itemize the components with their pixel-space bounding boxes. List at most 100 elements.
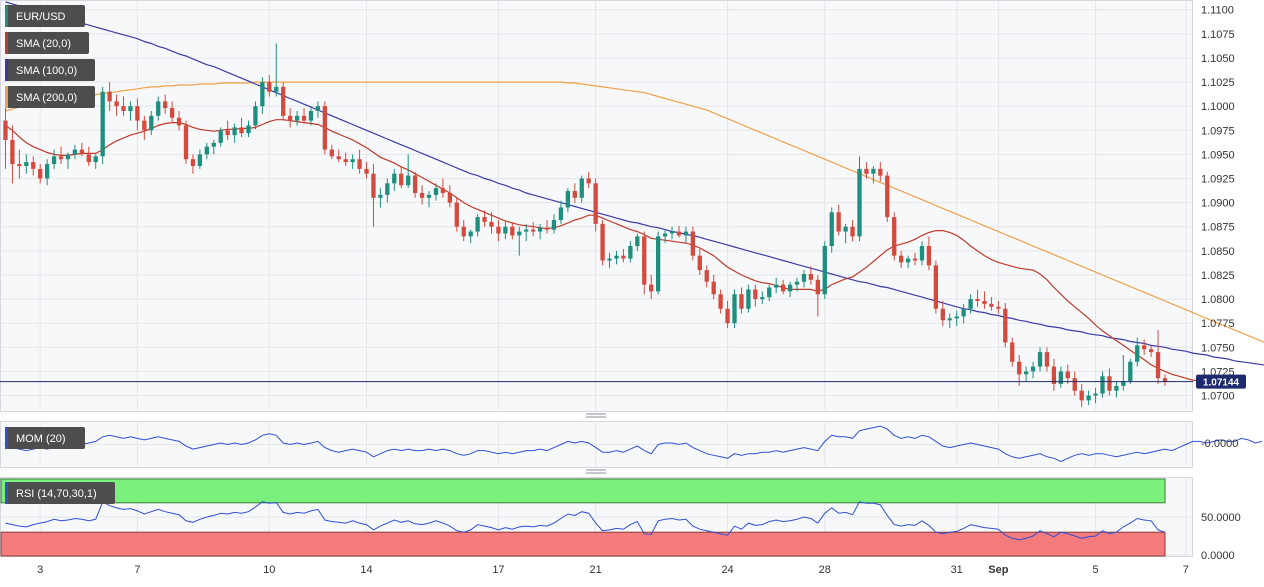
candle-body xyxy=(239,127,243,133)
candle-body xyxy=(1135,345,1139,361)
price-tick-label: 1.1000 xyxy=(1201,101,1235,113)
candle-body xyxy=(635,236,639,246)
candle-body xyxy=(427,195,431,198)
candle-body xyxy=(920,246,924,260)
legend-sma100[interactable]: SMA (100,0) xyxy=(5,59,95,81)
price-tick-label: 1.0800 xyxy=(1201,294,1235,306)
candle-body xyxy=(1100,376,1104,393)
candle-body xyxy=(3,121,7,140)
candle-body xyxy=(184,125,188,159)
candle xyxy=(732,289,736,328)
candle-body xyxy=(469,232,473,237)
candle-body xyxy=(580,179,584,198)
candle xyxy=(323,101,327,154)
time-tick-label: 3 xyxy=(37,564,43,576)
rsi-tick-label: 50.0000 xyxy=(1201,512,1241,524)
symbol-label: EUR/USD xyxy=(16,11,66,23)
candle-body xyxy=(274,87,278,92)
candle-body xyxy=(10,140,14,164)
candle-body xyxy=(350,159,354,162)
candle-body xyxy=(850,227,854,237)
candle-body xyxy=(968,299,972,309)
panel-resize-handle-mom[interactable] xyxy=(586,414,606,417)
candle-body xyxy=(691,232,695,256)
candle-body xyxy=(31,162,35,169)
candle-body xyxy=(281,87,285,116)
candle-body xyxy=(1031,367,1035,372)
candle-body xyxy=(517,232,521,236)
candle-body xyxy=(295,116,299,121)
legend-rsi[interactable]: RSI (14,70,30,1) xyxy=(5,482,115,504)
candle-body xyxy=(246,125,250,133)
last-price-tag: 1.07144 xyxy=(1196,375,1246,389)
candle-body xyxy=(357,159,361,169)
legend-sma20[interactable]: SMA (20,0) xyxy=(5,32,89,54)
candle-body xyxy=(309,111,313,121)
candle-body xyxy=(406,176,410,186)
candle-body xyxy=(774,285,778,288)
candle-body xyxy=(857,169,861,237)
candle-body xyxy=(107,92,111,102)
candle-body xyxy=(649,285,653,292)
candle-body xyxy=(101,92,105,157)
candle-body xyxy=(698,256,702,270)
candle-body xyxy=(955,316,959,318)
candle-body xyxy=(621,256,625,259)
candle-body xyxy=(559,207,563,220)
candle-body xyxy=(878,169,882,176)
candle-body xyxy=(330,150,334,157)
price-tick-label: 1.0775 xyxy=(1201,318,1235,330)
candle-body xyxy=(59,156,63,159)
candle-body xyxy=(1114,386,1118,391)
candle-body xyxy=(948,318,952,320)
candle-body xyxy=(705,270,709,282)
candle-body xyxy=(392,174,396,184)
candle-body xyxy=(226,130,230,135)
candle-body xyxy=(524,230,528,232)
candle-body xyxy=(913,259,917,261)
candle-body xyxy=(802,274,806,282)
candle-body xyxy=(1010,342,1014,361)
price-tick-label: 1.0950 xyxy=(1201,149,1235,161)
candle-body xyxy=(52,156,56,164)
candle-body xyxy=(80,150,84,155)
candle-body xyxy=(38,169,42,179)
panel-resize-handle-rsi[interactable] xyxy=(586,470,606,473)
candle xyxy=(934,260,938,313)
last-price-value: 1.07144 xyxy=(1203,378,1240,389)
candle-body xyxy=(455,203,459,227)
candle-body xyxy=(316,106,320,111)
candle-body xyxy=(205,147,209,155)
candle-body xyxy=(670,232,674,234)
candle-body xyxy=(975,299,979,301)
candle-body xyxy=(809,274,813,280)
candle-body xyxy=(795,282,799,285)
sma200-label: SMA (200,0) xyxy=(16,92,77,104)
candle-body xyxy=(1045,352,1049,366)
legend-symbol[interactable]: EUR/USD xyxy=(5,5,85,27)
time-tick-label: 31 xyxy=(951,564,963,576)
candle xyxy=(691,227,695,261)
candle-body xyxy=(448,193,452,203)
price-tick-label: 1.0750 xyxy=(1201,342,1235,354)
candle-body xyxy=(337,156,341,159)
candle-body xyxy=(24,162,28,166)
candle-body xyxy=(600,224,604,261)
candle-body xyxy=(927,246,931,265)
rsi-oversold-zone xyxy=(1,532,1165,556)
mom-label: MOM (20) xyxy=(16,433,66,445)
candle-body xyxy=(906,259,910,263)
candle-body xyxy=(1149,349,1153,352)
candle-body xyxy=(746,289,750,308)
legend-mom[interactable]: MOM (20) xyxy=(5,427,85,449)
candle-body xyxy=(871,169,875,174)
candle-body xyxy=(66,154,70,159)
candle-body xyxy=(941,309,945,321)
price-tick-label: 1.1025 xyxy=(1201,77,1235,89)
legend-sma200[interactable]: SMA (200,0) xyxy=(5,86,95,108)
price-tick-label: 1.0700 xyxy=(1201,391,1235,403)
candle-body xyxy=(73,150,77,155)
candle-body xyxy=(135,106,139,120)
candle-body xyxy=(989,304,993,307)
